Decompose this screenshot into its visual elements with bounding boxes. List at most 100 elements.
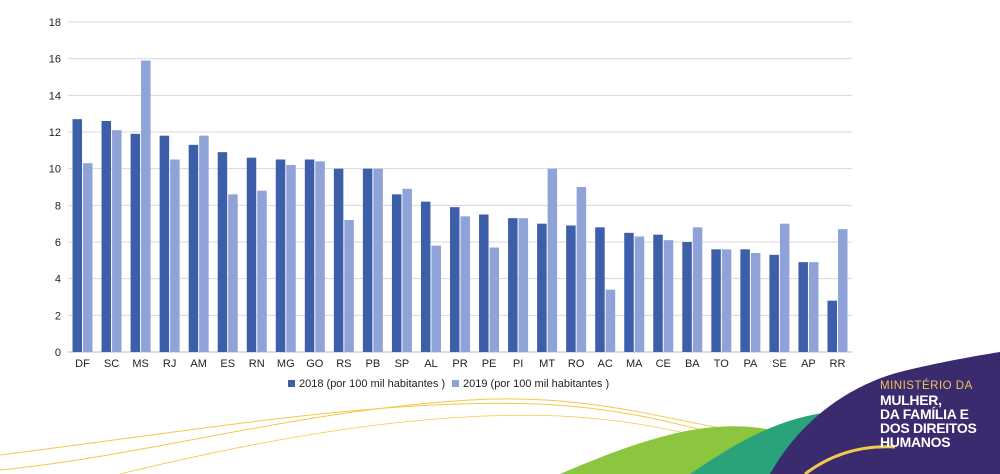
bar-ap-series-1 [798, 262, 808, 352]
bar-pb-series-2 [373, 168, 383, 352]
bar-ap-series-2 [808, 262, 819, 352]
bar-pb-series-1 [362, 168, 373, 352]
x-axis-ticks: DF SC MS RJ AM ES RN MG GO RS PB SP AL PR PE PI MT RO AC MA… [75, 358, 845, 370]
bar-df-series-2 [83, 163, 93, 352]
x-tick-label: ES [220, 358, 235, 370]
bar-rn-series-2 [257, 190, 267, 352]
logo-line-5: HUMANOS [880, 434, 951, 450]
wave-yellow-accent [804, 445, 896, 474]
x-tick-label: MA [626, 358, 643, 370]
bar-ms-series-2 [141, 60, 151, 352]
bar-ba-series-2 [692, 227, 703, 352]
x-tick-label: PB [366, 358, 381, 370]
bar-pa-series-2 [750, 253, 761, 352]
x-tick-label: PI [513, 358, 523, 370]
y-axis-ticks: 0 2 4 6 8 10 12 14 16 18 [49, 17, 61, 359]
x-tick-label: BA [685, 358, 700, 370]
y-tick-label: 12 [49, 127, 61, 139]
y-tick-label: 4 [55, 274, 61, 286]
bar-mt-series-2 [547, 168, 558, 352]
bar-pi-series-2 [518, 218, 529, 352]
x-tick-label: PR [452, 358, 467, 370]
wave-line-1 [0, 398, 801, 471]
bar-ba-series-1 [682, 242, 692, 352]
legend-label-series-2: 2019 (por 100 mil habitantes ) [463, 378, 609, 390]
legend-swatch-series-1 [288, 380, 295, 387]
x-tick-label: MS [132, 358, 149, 370]
x-tick-label: SE [772, 358, 787, 370]
y-tick-label: 16 [49, 54, 61, 66]
bar-pe-series-2 [489, 247, 500, 352]
bar-go-series-1 [304, 159, 315, 352]
y-tick-label: 6 [55, 237, 61, 249]
ministry-logo: MINISTÉRIO DA MULHER, DA FAMÍLIA E DOS D… [880, 380, 998, 449]
legend-label-series-1: 2018 (por 100 mil habitantes ) [299, 378, 445, 390]
bar-ro-series-2 [576, 187, 587, 352]
bar-se-series-2 [779, 223, 790, 352]
x-tick-label: DF [75, 358, 90, 370]
bar-df-series-1 [72, 119, 83, 353]
x-tick-label: AP [801, 358, 816, 370]
x-tick-label: MG [277, 358, 295, 370]
y-tick-label: 8 [55, 200, 61, 212]
bar-ac-series-1 [595, 227, 605, 352]
bar-es-series-2 [228, 194, 238, 352]
x-tick-label: MT [539, 358, 555, 370]
bar-ms-series-1 [130, 133, 141, 352]
wave-purple-band [770, 352, 1000, 474]
bar-sp-series-2 [402, 188, 412, 352]
legend: 2018 (por 100 mil habitantes ) 2019 (por … [288, 378, 609, 390]
bar-go-series-2 [315, 161, 325, 352]
bar-sc-series-2 [112, 130, 122, 352]
logo-line-2: MULHER, [880, 392, 942, 408]
logo-line-1: MINISTÉRIO DA [880, 380, 973, 392]
y-tick-label: 18 [49, 17, 61, 29]
bar-rr-series-1 [827, 300, 837, 352]
bar-pa-series-1 [740, 249, 750, 352]
bar-rj-series-2 [170, 159, 180, 352]
bar-pr-series-1 [450, 207, 460, 352]
y-tick-label: 2 [55, 310, 61, 322]
bar-es-series-1 [217, 152, 228, 352]
x-tick-label: RN [249, 358, 265, 370]
bar-rs-series-2 [344, 220, 354, 352]
bar-to-series-2 [721, 249, 732, 352]
x-tick-label: AM [190, 358, 207, 370]
x-tick-label: GO [306, 358, 324, 370]
bar-se-series-1 [769, 254, 779, 352]
bar-rs-series-1 [333, 168, 344, 352]
bar-mt-series-1 [537, 223, 547, 352]
bar-ro-series-1 [566, 225, 576, 352]
x-tick-label: SP [395, 358, 410, 370]
bar-sp-series-1 [391, 194, 402, 352]
x-tick-label: SC [104, 358, 119, 370]
x-tick-label: CE [656, 358, 671, 370]
y-tick-label: 14 [49, 90, 61, 102]
logo-line-4: DOS DIREITOS [880, 420, 977, 436]
x-tick-label: RO [568, 358, 585, 370]
bars [72, 60, 848, 353]
x-tick-label: RR [830, 358, 846, 370]
x-tick-label: AC [598, 358, 613, 370]
bar-pi-series-1 [508, 218, 518, 352]
x-tick-label: PE [482, 358, 497, 370]
x-tick-label: RS [336, 358, 351, 370]
bar-ma-series-2 [634, 236, 645, 352]
logo-line-3: DA FAMÍLIA E [880, 406, 969, 422]
bar-al-series-2 [431, 245, 441, 352]
bar-ce-series-1 [653, 234, 663, 352]
x-tick-label: TO [714, 358, 730, 370]
y-tick-label: 10 [49, 164, 61, 176]
bar-ma-series-1 [624, 232, 634, 352]
bar-rn-series-1 [246, 157, 257, 352]
bar-mg-series-1 [275, 159, 286, 352]
bar-to-series-1 [711, 249, 721, 352]
bar-pr-series-2 [460, 216, 470, 352]
bar-al-series-1 [420, 201, 431, 352]
bar-rj-series-1 [159, 135, 170, 352]
x-tick-label: PA [743, 358, 758, 370]
y-tick-label: 0 [55, 347, 61, 359]
bar-sc-series-1 [101, 121, 112, 352]
bar-ac-series-2 [605, 289, 616, 352]
